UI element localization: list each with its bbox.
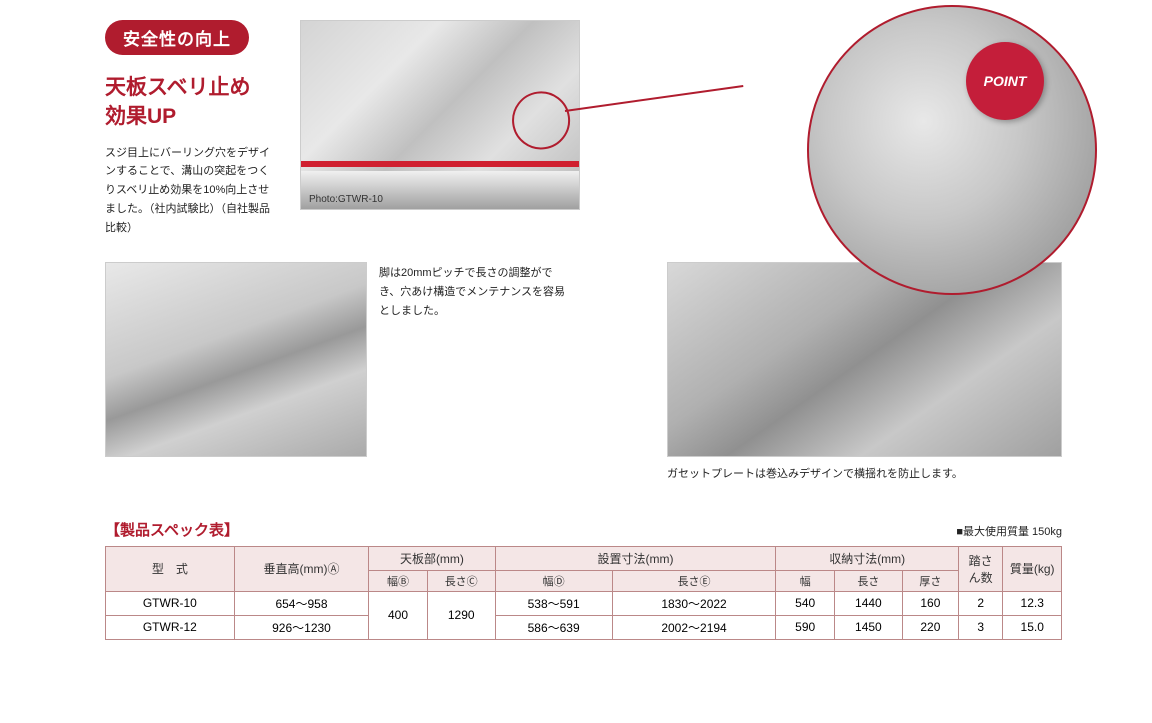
photo-caption: Photo:GTWR-10 <box>309 194 383 205</box>
intro-text: スジ目上にバーリング穴をデザインすることで、溝山の突起をつくりスベリ止め効果を1… <box>105 144 280 237</box>
table-row: GTWR-10 654～958 400 1290 538～591 1830～20… <box>106 591 1062 615</box>
left-column: 安全性の向上 天板スベリ止め効果UP スジ目上にバーリング穴をデザインすることで… <box>105 20 280 237</box>
cell-height: 654～958 <box>234 591 369 615</box>
cell-s-width: 540 <box>776 591 835 615</box>
cell-weight: 15.0 <box>1003 615 1062 639</box>
col-width-b: 幅Ⓑ <box>369 570 428 591</box>
headline: 天板スベリ止め効果UP <box>105 73 280 132</box>
cell-length-e: 1830～2022 <box>612 591 776 615</box>
callout-line <box>565 85 744 112</box>
col-height: 垂直高(mm)Ⓐ <box>234 546 369 591</box>
top-section: 安全性の向上 天板スベリ止め効果UP スジ目上にバーリング穴をデザインすることで… <box>105 20 1062 237</box>
spec-header-row: 【製品スペック表】 ■最大使用質量 150kg <box>105 519 1062 540</box>
col-storage: 収納寸法(mm) <box>776 546 959 570</box>
col-length-c: 長さⒸ <box>427 570 495 591</box>
cell-top-width: 400 <box>369 591 428 639</box>
cell-weight: 12.3 <box>1003 591 1062 615</box>
col-model: 型 式 <box>106 546 235 591</box>
cell-s-thick: 160 <box>902 591 958 615</box>
cell-s-thick: 220 <box>902 615 958 639</box>
cell-width-d: 538～591 <box>495 591 612 615</box>
table-row: GTWR-12 926～1230 586～639 2002～2194 590 1… <box>106 615 1062 639</box>
col-length-e: 長さⒺ <box>612 570 776 591</box>
col-width-d: 幅Ⓓ <box>495 570 612 591</box>
cell-s-width: 590 <box>776 615 835 639</box>
cell-steps: 2 <box>958 591 1002 615</box>
photo-area: Photo:GTWR-10 POINT <box>300 20 1062 237</box>
spec-table: 型 式 垂直高(mm)Ⓐ 天板部(mm) 設置寸法(mm) 収納寸法(mm) 踏… <box>105 546 1062 640</box>
table-header-row: 型 式 垂直高(mm)Ⓐ 天板部(mm) 設置寸法(mm) 収納寸法(mm) 踏… <box>106 546 1062 570</box>
leg-photo <box>105 262 367 457</box>
mid-left-block: 脚は20mmピッチで長さの調整ができ、穴あけ構造でメンテナンスを容易としました。 <box>105 262 565 484</box>
cell-model: GTWR-12 <box>106 615 235 639</box>
col-s-length: 長さ <box>834 570 902 591</box>
cell-s-length: 1450 <box>834 615 902 639</box>
col-s-thick: 厚さ <box>902 570 958 591</box>
cell-model: GTWR-10 <box>106 591 235 615</box>
col-steps: 踏さん数 <box>958 546 1002 591</box>
cell-steps: 3 <box>958 615 1002 639</box>
safety-badge: 安全性の向上 <box>105 20 249 55</box>
mid-right-block: ガセットプレートは巻込みデザインで横揺れを防止します。 <box>667 262 1062 484</box>
spec-note: ■最大使用質量 150kg <box>956 523 1062 539</box>
leg-description: 脚は20mmピッチで長さの調整ができ、穴あけ構造でメンテナンスを容易としました。 <box>379 262 565 484</box>
col-install: 設置寸法(mm) <box>495 546 776 570</box>
col-s-width: 幅 <box>776 570 835 591</box>
cell-top-length: 1290 <box>427 591 495 639</box>
cell-length-e: 2002～2194 <box>612 615 776 639</box>
gusset-description: ガセットプレートは巻込みデザインで横揺れを防止します。 <box>667 465 1062 484</box>
cell-height: 926～1230 <box>234 615 369 639</box>
spec-title: 【製品スペック表】 <box>105 519 239 540</box>
detail-circle-photo <box>807 5 1097 295</box>
cell-s-length: 1440 <box>834 591 902 615</box>
gusset-photo <box>667 262 1062 457</box>
col-topboard: 天板部(mm) <box>369 546 495 570</box>
point-badge: POINT <box>966 42 1044 120</box>
cell-width-d: 586～639 <box>495 615 612 639</box>
col-weight: 質量(kg) <box>1003 546 1062 591</box>
mid-section: 脚は20mmピッチで長さの調整ができ、穴あけ構造でメンテナンスを容易としました。… <box>105 262 1062 484</box>
